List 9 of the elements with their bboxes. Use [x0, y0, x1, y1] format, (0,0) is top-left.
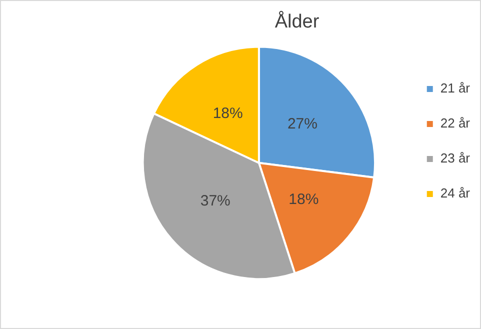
data-label: 37% — [200, 192, 230, 210]
data-label: 18% — [288, 191, 319, 208]
legend-label: 23 år — [440, 150, 471, 166]
legend-label: 24 år — [440, 186, 471, 201]
data-label: 27% — [287, 116, 318, 133]
legend-label: 21 år — [440, 80, 471, 96]
data-label: 18% — [212, 105, 243, 122]
chart-title: Ålder — [274, 10, 320, 33]
legend-label: 22 år — [440, 116, 471, 131]
